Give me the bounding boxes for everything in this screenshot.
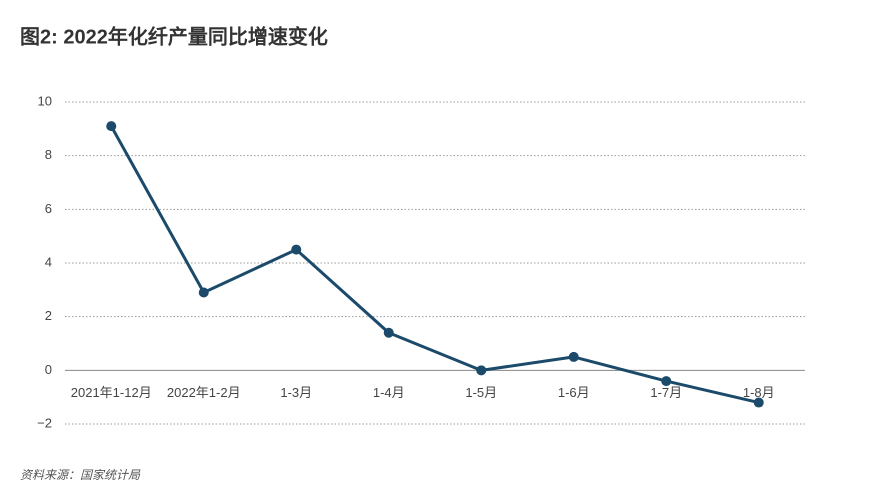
y-tick-label: 10	[38, 93, 52, 108]
source-note: 资料来源：国家统计局	[20, 468, 141, 482]
line	[109, 125, 760, 404]
point	[383, 327, 394, 338]
point	[198, 287, 209, 298]
y-tick-label: 2	[45, 308, 52, 323]
point	[476, 365, 487, 376]
y-tick-label: 6	[45, 201, 52, 216]
point	[661, 376, 672, 387]
x-tick-label: 1-8月	[743, 385, 775, 400]
y-tick-label: 0	[45, 362, 52, 377]
x-tick-label: 1-7月	[650, 385, 682, 400]
chart-title: 图2: 2022年化纤产量同比增速变化	[20, 24, 328, 48]
x-tick-label: 1-4月	[373, 385, 405, 400]
x-tick-label: 1-5月	[465, 385, 497, 400]
point	[753, 397, 764, 408]
y-tick-label: −2	[37, 415, 52, 430]
x-tick-label: 2022年1-2月	[167, 385, 241, 400]
x-tick-label: 1-6月	[558, 385, 590, 400]
x-tick-label: 1-3月	[280, 385, 312, 400]
y-tick-label: 4	[45, 254, 52, 269]
point	[106, 121, 117, 132]
point	[291, 244, 302, 255]
point	[568, 351, 579, 362]
y-tick-label: 8	[45, 147, 52, 162]
x-tick-label: 2021年1-12月	[71, 385, 152, 400]
